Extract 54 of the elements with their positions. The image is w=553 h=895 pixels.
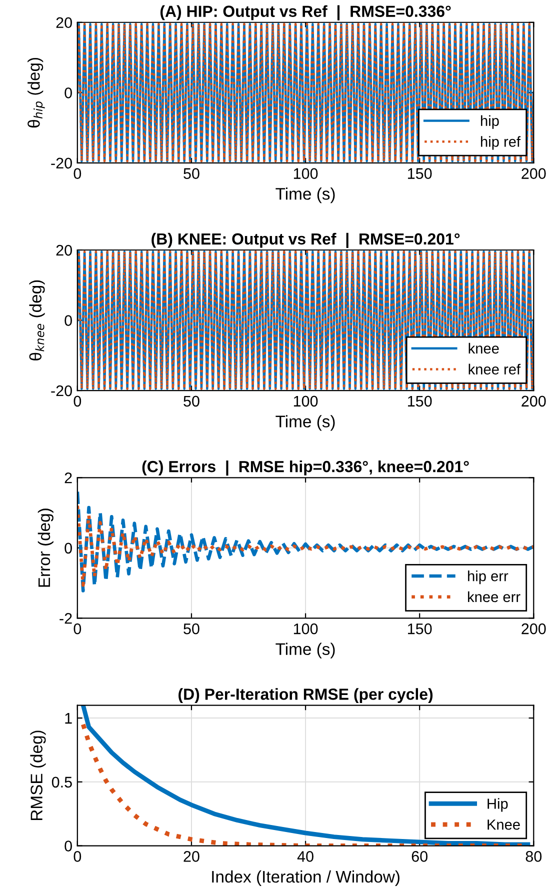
- legend-label: knee ref: [468, 364, 521, 375]
- y-tick-label: 0.5: [52, 776, 72, 788]
- y-tick-label: 0: [64, 88, 72, 98]
- legend-label: knee: [468, 342, 499, 354]
- chart-title: (B) KNEE: Output vs Ref | RMSE=0.201°: [152, 232, 460, 248]
- x-tick-label: 50: [184, 396, 200, 407]
- legend-label: knee err: [468, 591, 520, 602]
- x-tick-label: 200: [522, 396, 546, 407]
- y-axis-title: θ$_{hip}$ (deg): [28, 58, 45, 128]
- line-series: [77, 504, 534, 587]
- x-tick-label: 0: [74, 168, 82, 179]
- y-tick-label: 20: [56, 17, 72, 28]
- x-tick-label: 100: [294, 623, 318, 634]
- y-axis-title: θ$_{knee}$ (deg): [29, 280, 45, 360]
- x-tick-label: 40: [297, 851, 314, 862]
- x-axis-title: Time (s): [276, 415, 335, 431]
- x-tick-label: 150: [408, 396, 432, 407]
- y-tick-label: 0: [64, 315, 72, 326]
- x-axis-title: Index (Iteration / Window): [212, 870, 400, 886]
- y-tick-label: -20: [51, 158, 72, 169]
- x-axis-title: Time (s): [276, 642, 335, 658]
- x-tick-label: 0: [74, 623, 82, 634]
- line-series: [77, 490, 534, 592]
- y-tick-label: -2: [60, 613, 72, 624]
- y-tick-label: 0: [64, 542, 72, 554]
- y-tick-label: 1: [65, 713, 72, 724]
- y-tick-label: -20: [51, 385, 72, 396]
- y-tick-label: 20: [56, 244, 72, 256]
- x-tick-label: 150: [408, 168, 432, 179]
- x-tick-label: 60: [412, 851, 428, 862]
- x-tick-label: 200: [522, 168, 546, 179]
- x-tick-label: 0: [74, 396, 82, 407]
- y-tick-label: 0: [64, 840, 72, 852]
- y-axis-title: RMSE (deg): [30, 730, 46, 820]
- chart-title: (C) Errors | RMSE hip=0.336°, knee=0.201°: [142, 460, 469, 476]
- x-tick-label: 100: [294, 168, 318, 179]
- x-tick-label: 20: [184, 851, 200, 862]
- y-axis-title: Error (deg): [38, 508, 54, 587]
- legend-label: hip ref: [481, 136, 521, 150]
- x-tick-label: 50: [184, 168, 200, 179]
- chart-title: (A) HIP: Output vs Ref | RMSE=0.336°: [160, 5, 451, 20]
- x-axis-title: Time (s): [276, 188, 335, 204]
- x-tick-label: 150: [408, 623, 432, 634]
- y-tick-label: 2: [64, 472, 72, 484]
- x-tick-label: 200: [522, 623, 546, 634]
- chart-title: (D) Per-Iteration RMSE (per cycle): [178, 688, 433, 704]
- x-tick-label: 100: [294, 396, 318, 407]
- x-tick-label: 80: [526, 851, 542, 862]
- legend-label: Knee: [488, 820, 520, 830]
- legend-label: hip: [481, 115, 499, 129]
- legend-label: Hip: [488, 798, 508, 812]
- x-tick-label: 50: [184, 623, 200, 634]
- legend-label: hip err: [468, 570, 508, 584]
- x-tick-label: 0: [74, 851, 82, 862]
